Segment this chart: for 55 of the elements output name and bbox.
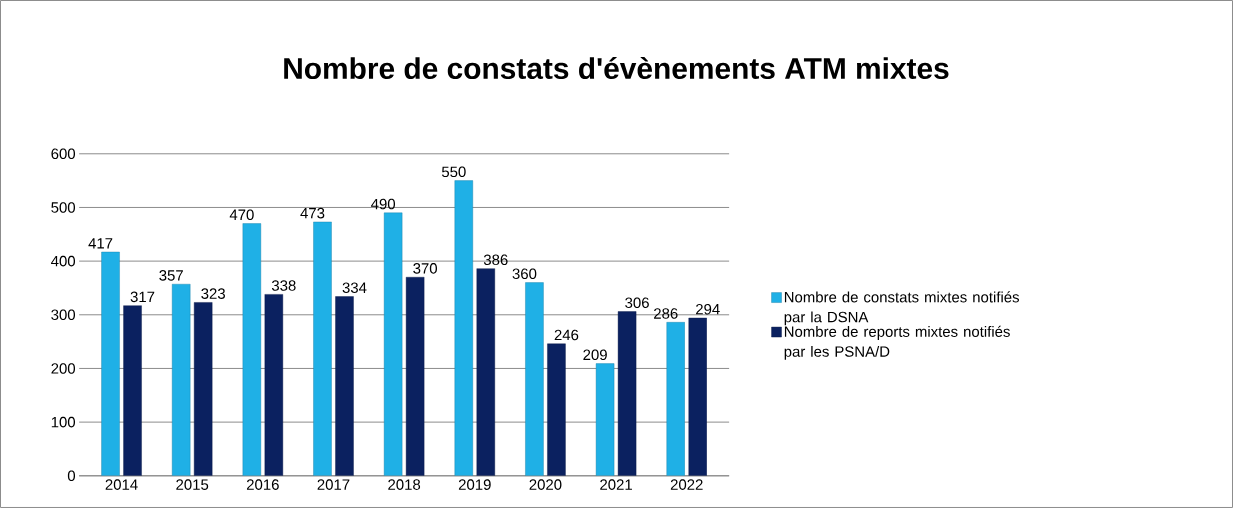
bar xyxy=(335,296,354,476)
chart-title: Nombre de constats d'évènements ATM mixtes xyxy=(284,56,949,80)
bar xyxy=(525,282,544,476)
y-tick-label: 300 xyxy=(51,309,76,321)
data-label: 370 xyxy=(413,263,437,274)
data-label: 357 xyxy=(159,270,183,281)
data-label: 417 xyxy=(88,238,113,249)
data-label: 473 xyxy=(300,207,325,219)
y-tick-label: 200 xyxy=(51,363,76,374)
bar xyxy=(666,322,685,476)
bar xyxy=(193,302,213,476)
data-label: 386 xyxy=(483,254,508,266)
y-tick-label: 0 xyxy=(67,470,76,482)
y-tick-label: 600 xyxy=(51,148,76,160)
bar xyxy=(264,294,284,476)
y-tick-label: 100 xyxy=(51,416,76,428)
data-label: 294 xyxy=(696,303,720,315)
x-tick-label: 2018 xyxy=(388,479,421,490)
data-label: 306 xyxy=(625,297,649,309)
data-label: 209 xyxy=(583,349,607,361)
data-label: 334 xyxy=(342,282,367,294)
data-label: 286 xyxy=(654,308,678,319)
bar xyxy=(617,311,637,476)
legend-label: Nombre de reports mixtes notifiés par les PSNA/D xyxy=(784,325,1010,360)
bar xyxy=(242,223,262,476)
bar xyxy=(547,343,566,476)
bar xyxy=(595,363,615,476)
y-tick-label: 500 xyxy=(51,202,76,213)
bar xyxy=(313,221,332,476)
data-label: 360 xyxy=(512,268,537,280)
x-tick-label: 2019 xyxy=(458,479,491,490)
bar xyxy=(476,268,495,476)
x-tick-label: 2017 xyxy=(317,479,350,490)
data-label: 323 xyxy=(201,288,225,299)
bar xyxy=(454,180,473,476)
data-label: 490 xyxy=(371,198,396,210)
data-label: 338 xyxy=(271,280,296,291)
bar xyxy=(123,305,142,476)
x-tick-label: 2020 xyxy=(529,479,562,490)
x-tick-label: 2015 xyxy=(176,479,209,490)
x-tick-label: 2022 xyxy=(670,479,703,490)
x-tick-label: 2014 xyxy=(105,479,138,490)
data-label: 550 xyxy=(441,166,466,178)
data-label: 246 xyxy=(554,329,579,341)
y-tick-label: 400 xyxy=(51,255,76,267)
data-label: 317 xyxy=(130,291,155,303)
legend-label: Nombre de constats mixtes notifiés par la DSNA xyxy=(784,291,1020,326)
bar xyxy=(688,317,707,476)
bar xyxy=(383,212,403,476)
bar xyxy=(405,277,425,476)
bar xyxy=(101,251,120,476)
x-tick-label: 2021 xyxy=(600,479,632,490)
data-label: 470 xyxy=(229,209,254,221)
x-tick-label: 2016 xyxy=(246,479,279,490)
bar xyxy=(171,284,191,476)
